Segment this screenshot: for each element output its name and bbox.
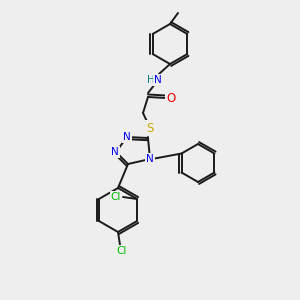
Text: Cl: Cl: [111, 192, 121, 202]
Text: H: H: [147, 75, 155, 85]
Text: N: N: [111, 147, 119, 157]
Text: N: N: [154, 75, 162, 85]
Text: S: S: [146, 122, 154, 134]
Text: O: O: [167, 92, 176, 104]
Text: Cl: Cl: [117, 246, 127, 256]
Text: N: N: [146, 154, 154, 164]
Text: N: N: [123, 132, 131, 142]
